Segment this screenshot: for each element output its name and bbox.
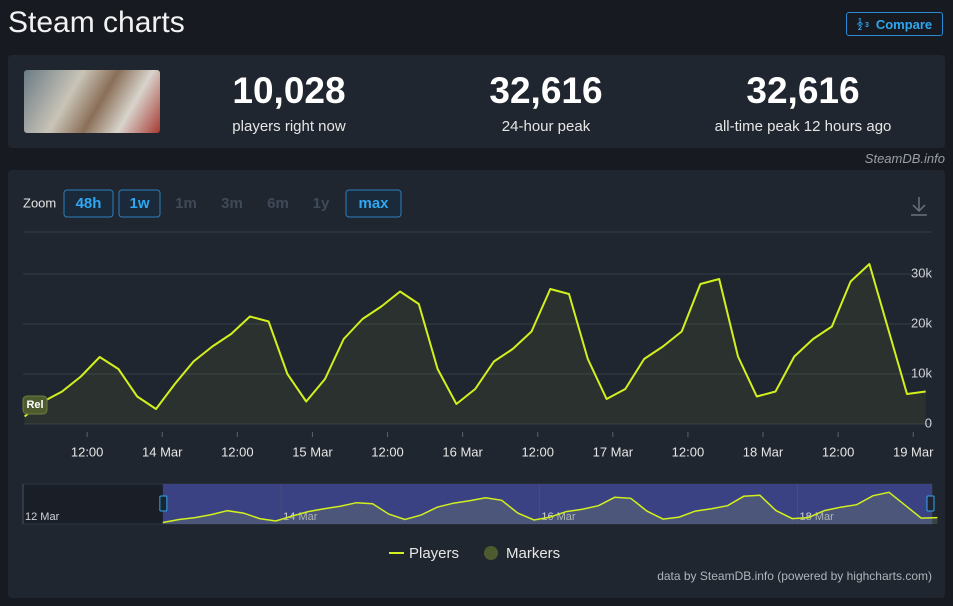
navigator-line [162, 491, 938, 524]
navigator-handle[interactable] [159, 495, 168, 512]
zoom-button: 6m [267, 195, 289, 212]
download-button[interactable] [911, 197, 927, 216]
x-tick-label: 17 Mar [593, 444, 634, 459]
credits: data by SteamDB.info (powered by highcha… [657, 569, 932, 583]
svg-text:2: 2 [858, 25, 862, 31]
zoom-button-frame [118, 189, 161, 218]
stats-panel: 10,028 players right now 32,616 24-hour pe… [8, 55, 945, 148]
legend-swatch [484, 546, 498, 560]
navigator-area [162, 492, 938, 524]
x-tick-label: 18 Mar [743, 444, 784, 459]
marker-flag [22, 395, 48, 415]
source-label: SteamDB.info [864, 151, 945, 166]
zoom-button: 3m [221, 195, 243, 212]
y-tick-label: 30k [911, 265, 932, 280]
navigator-handle[interactable] [926, 495, 935, 512]
stat-label: all-time peak 12 hours ago [714, 118, 892, 135]
zoom-button-label: max [358, 195, 389, 212]
zoom-button: 1y [313, 195, 330, 212]
compare-label: Compare [875, 16, 933, 32]
x-tick-label: 12:00 [822, 444, 855, 459]
zoom-button-label: 1w [129, 195, 149, 212]
x-tick-label: 15 Mar [292, 444, 333, 459]
compare-icon: 12 3 [856, 18, 869, 31]
x-tick-label: 16 Mar [442, 444, 483, 459]
stat: 32,616 24-hour peak [426, 70, 666, 136]
zoom-button[interactable]: 1w [118, 189, 161, 218]
stat-value: 32,616 [489, 70, 603, 111]
stat: 10,028 players right now [169, 70, 409, 136]
x-tick-label: 12:00 [521, 444, 554, 459]
svg-text:3: 3 [865, 22, 869, 29]
zoom-button-label: 3m [221, 195, 243, 212]
marker-label: Rel [26, 399, 43, 411]
zoom-button-frame [63, 189, 114, 218]
legend-label[interactable]: Markers [506, 545, 560, 562]
legend-label[interactable]: Players [409, 545, 459, 562]
zoom-button-label: 1m [175, 195, 197, 212]
stat: 32,616 all-time peak 12 hours ago [683, 70, 923, 136]
zoom-label: Zoom [23, 195, 56, 210]
svg-text:1: 1 [858, 18, 862, 25]
navigator-tick-label: 18 Mar [800, 511, 835, 523]
x-tick-label: 14 Mar [142, 444, 183, 459]
chart-panel [8, 170, 945, 598]
zoom-button: 1m [175, 195, 197, 212]
page-title: Steam charts [8, 6, 185, 39]
x-tick-label: 12:00 [71, 444, 104, 459]
navigator-tick-label: 12 Mar [25, 511, 60, 523]
zoom-button[interactable]: 48h [63, 189, 114, 218]
stat-label: 24-hour peak [501, 118, 591, 135]
y-tick-label: 10k [911, 365, 932, 380]
x-tick-label: 12:00 [221, 444, 254, 459]
x-tick-label: 19 Mar [893, 444, 934, 459]
zoom-button-label: 6m [267, 195, 289, 212]
x-tick-label: 12:00 [371, 444, 404, 459]
y-tick-label: 20k [911, 315, 932, 330]
navigator-tick-label: 16 Mar [541, 511, 576, 523]
zoom-button-label: 48h [76, 195, 102, 212]
line [23, 263, 926, 418]
stat-label: players right now [232, 118, 346, 135]
stat-value: 10,028 [232, 70, 346, 111]
zoom-button-frame [345, 189, 402, 218]
navigator-tick-label: 14 Mar [283, 511, 318, 523]
zoom-button[interactable]: max [345, 189, 402, 218]
game-image [24, 70, 160, 133]
download-icon [912, 204, 926, 213]
area [24, 264, 926, 424]
zoom-button-label: 1y [313, 195, 330, 212]
x-tick-label: 12:00 [672, 444, 705, 459]
stat-value: 32,616 [746, 70, 860, 111]
y-tick-label: 0 [925, 415, 932, 430]
